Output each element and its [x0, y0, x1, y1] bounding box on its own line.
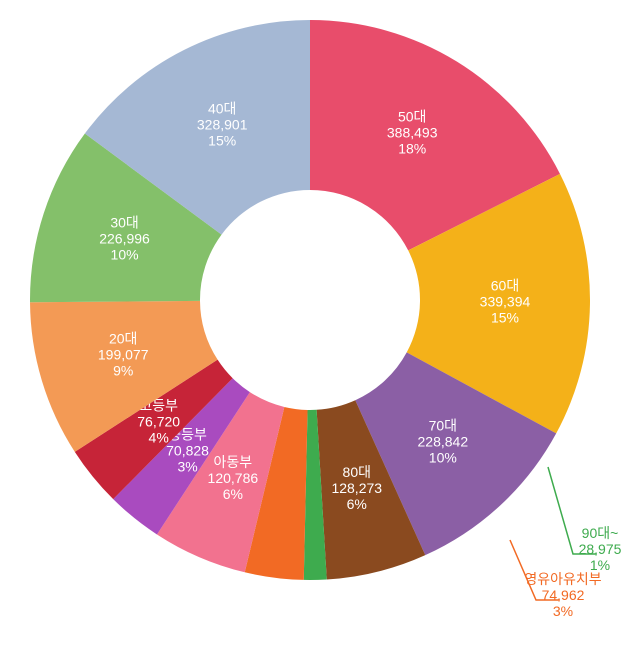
- callout-label: 90대~28,9751%: [579, 525, 622, 573]
- chart-svg: 50대388,49318%60대339,39415%70대228,84210%8…: [0, 0, 640, 647]
- callout-label: 영유아유치부74,9623%: [524, 571, 601, 619]
- donut-chart: 50대388,49318%60대339,39415%70대228,84210%8…: [0, 0, 640, 647]
